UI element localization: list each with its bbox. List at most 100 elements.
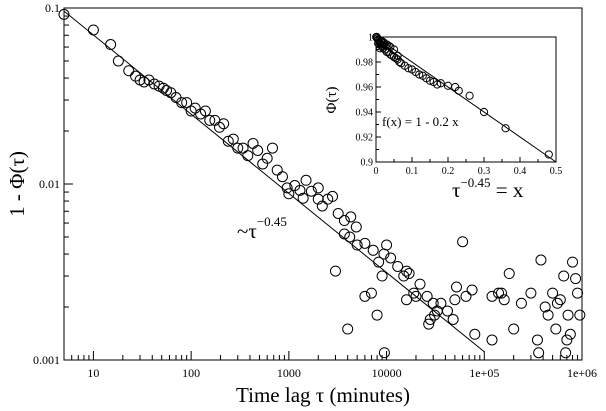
main-data-point	[312, 193, 324, 205]
inset-data-point	[429, 77, 438, 87]
main-data-point	[351, 239, 363, 251]
main-data-point	[498, 294, 510, 306]
inset-y-tick-label: 0.92	[356, 133, 374, 144]
main-data-point	[338, 215, 350, 227]
main-data-point	[401, 294, 413, 306]
main-data-point	[486, 290, 498, 302]
inset-y-tick-label: 0.9	[361, 158, 374, 169]
main-data-point	[218, 118, 230, 130]
main-x-tick-label: 1e+06	[567, 366, 597, 380]
main-annotation-base: ~τ	[237, 219, 257, 243]
main-data-point	[457, 236, 469, 248]
main-data-point	[403, 268, 415, 280]
main-y-tick-label: 0.001	[33, 353, 60, 367]
main-data-point	[564, 328, 576, 340]
inset-y-tick-label: 0.98	[356, 58, 374, 69]
main-y-tick-label: 0.01	[39, 177, 60, 191]
main-x-tick-label: 10	[87, 366, 99, 380]
inset-data-point	[501, 124, 510, 133]
main-annotation-exponent: −0.45	[257, 214, 287, 229]
main-data-point	[460, 290, 472, 302]
main-data-point	[447, 313, 459, 325]
main-data-point	[423, 318, 435, 330]
main-data-point	[297, 192, 309, 204]
inset-x-tick-label: 0.2	[442, 166, 455, 177]
main-data-point	[300, 174, 312, 186]
main-data-point	[294, 184, 306, 196]
inset-x-tick-label: 0.1	[406, 166, 419, 177]
inset-data-point	[374, 39, 383, 48]
inset-data-points	[372, 32, 553, 159]
main-data-point	[542, 309, 554, 321]
main-data-point	[392, 260, 404, 272]
main-data-point	[398, 270, 410, 282]
main-data-point	[378, 248, 390, 260]
main-data-point	[359, 290, 371, 302]
main-data-point	[554, 294, 566, 306]
main-data-point	[373, 256, 385, 268]
main-y-tick-label: 0.1	[45, 1, 60, 15]
inset-data-point	[407, 65, 417, 74]
inset-data-point	[376, 36, 386, 45]
main-data-point	[408, 287, 420, 299]
main-data-point	[123, 65, 135, 77]
main-data-point	[558, 270, 570, 282]
inset-x-tick-label: 0.5	[550, 166, 563, 177]
inset-x-axis-label: τ−0.45 = x	[452, 175, 524, 202]
main-data-point	[560, 347, 572, 359]
main-data-point	[574, 309, 586, 321]
main-data-point	[431, 305, 443, 317]
inset-chart: 0 0.1 0.2 0.3 0.4 0.5 0.9 0.92 0.94 0.96 0.98 1 Φ(…	[324, 33, 562, 203]
main-x-axis-label: Time lag τ (minutes)	[236, 383, 410, 407]
main-data-point	[227, 133, 239, 145]
main-data-point	[222, 135, 234, 147]
main-data-point	[329, 265, 341, 277]
main-data-point	[276, 171, 288, 183]
main-data-point	[495, 287, 507, 299]
main-data-point	[232, 142, 244, 154]
inset-x-tick-label: 0.4	[514, 166, 527, 177]
main-data-point	[376, 270, 388, 282]
main-data-point	[414, 278, 426, 290]
inset-fit-line-group	[375, 36, 557, 163]
main-data-point	[58, 8, 70, 20]
main-data-point	[570, 273, 582, 285]
main-data-point	[359, 237, 371, 249]
inset-x-tick-label: 0.3	[478, 166, 491, 177]
inset-y-tick-label: 1	[368, 33, 373, 44]
inset-data-point	[393, 51, 402, 60]
main-data-point	[547, 287, 559, 299]
main-data-point	[503, 268, 515, 280]
main-data-point	[138, 76, 150, 88]
main-data-point	[350, 221, 362, 233]
main-data-point	[344, 231, 356, 243]
main-data-point	[539, 301, 551, 313]
main-data-point	[508, 323, 520, 335]
main-data-points	[58, 8, 586, 359]
main-data-point	[181, 97, 193, 109]
inset-x-axis-ticks: 0 0.1 0.2 0.3 0.4 0.5	[374, 157, 563, 177]
inset-fit-line	[375, 36, 557, 163]
main-data-point	[371, 309, 383, 321]
main-data-point	[424, 313, 436, 325]
main-data-point	[176, 97, 188, 109]
inset-data-point	[465, 91, 474, 100]
main-x-tick-label: 10000	[372, 366, 402, 380]
inset-data-point	[479, 107, 489, 117]
main-x-tick-label: 1e+05	[469, 366, 499, 380]
inset-data-point	[418, 71, 427, 80]
main-fit-line	[63, 10, 485, 353]
inset-data-point	[389, 45, 399, 54]
inset-y-tick-label: 0.94	[356, 108, 374, 119]
main-data-point	[486, 334, 498, 346]
inset-data-point	[381, 41, 390, 50]
main-data-point	[365, 287, 377, 299]
main-data-point	[466, 284, 478, 296]
main-data-point	[312, 182, 324, 194]
inset-fit-annotation: f(x) = 1 - 0.2 x	[382, 114, 459, 129]
inset-data-point	[544, 150, 553, 159]
main-data-point	[327, 190, 339, 202]
main-data-point	[493, 287, 505, 299]
main-x-axis-ticks: 10 100 1000 10000 1e+05 1e+06	[71, 351, 597, 380]
inset-data-point	[443, 81, 453, 90]
